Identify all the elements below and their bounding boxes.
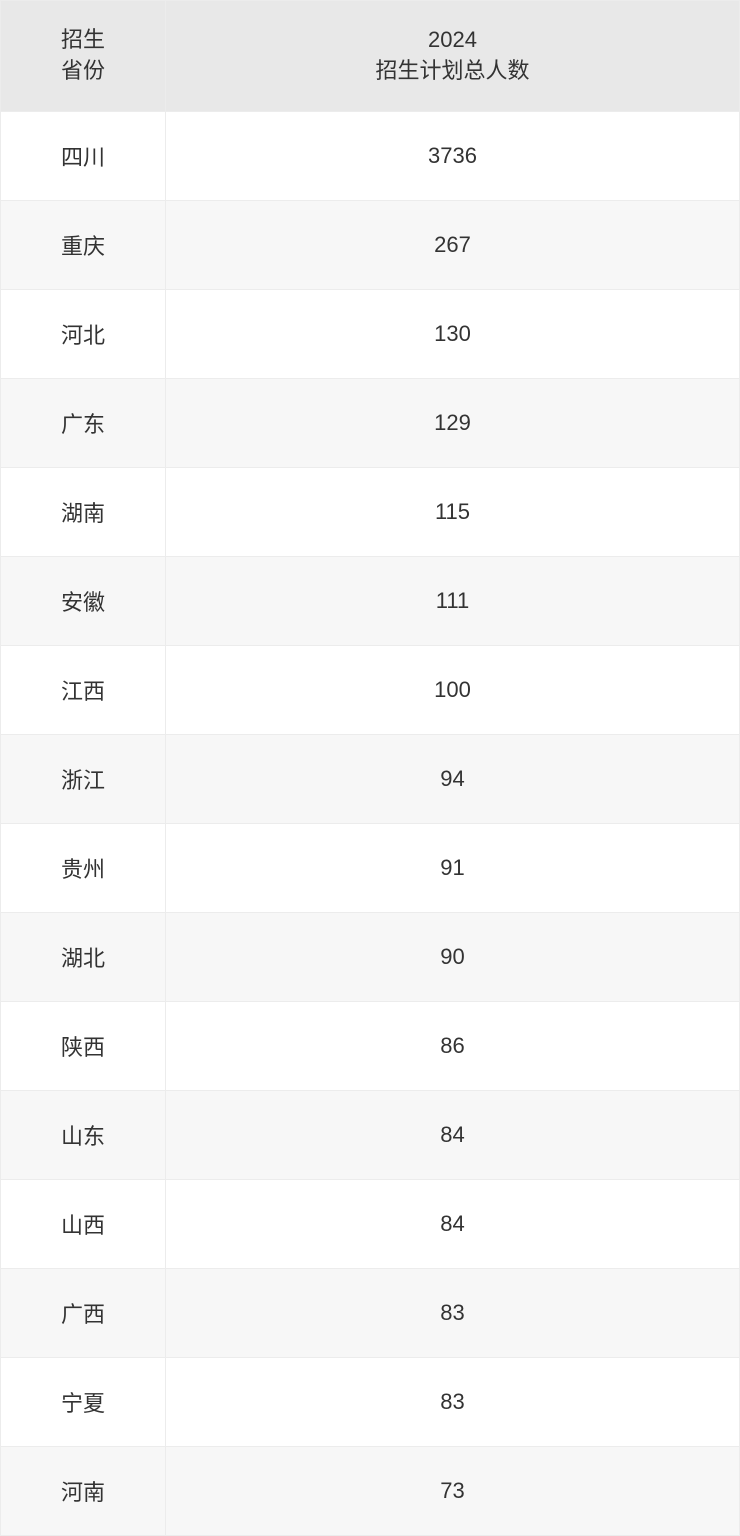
- cell-count: 90: [166, 912, 740, 1001]
- cell-count: 91: [166, 823, 740, 912]
- table-body: 四川 3736 重庆 267 河北 130 广东 129 湖南 115 安徽 1…: [1, 111, 740, 1535]
- cell-province: 河南: [1, 1446, 166, 1535]
- cell-province: 宁夏: [1, 1357, 166, 1446]
- table-row: 河南 73: [1, 1446, 740, 1535]
- cell-count: 267: [166, 200, 740, 289]
- cell-count: 3736: [166, 111, 740, 200]
- header-count-line1: 2024: [176, 25, 729, 56]
- table-row: 陕西 86: [1, 1001, 740, 1090]
- cell-count: 84: [166, 1179, 740, 1268]
- cell-province: 河北: [1, 289, 166, 378]
- table-row: 河北 130: [1, 289, 740, 378]
- cell-province: 浙江: [1, 734, 166, 823]
- cell-count: 130: [166, 289, 740, 378]
- header-count: 2024 招生计划总人数: [166, 1, 740, 112]
- cell-count: 115: [166, 467, 740, 556]
- cell-province: 广东: [1, 378, 166, 467]
- table-row: 宁夏 83: [1, 1357, 740, 1446]
- table-row: 安徽 111: [1, 556, 740, 645]
- header-count-line2: 招生计划总人数: [176, 56, 729, 87]
- cell-count: 129: [166, 378, 740, 467]
- cell-province: 四川: [1, 111, 166, 200]
- cell-count: 94: [166, 734, 740, 823]
- cell-province: 山西: [1, 1179, 166, 1268]
- table-row: 湖北 90: [1, 912, 740, 1001]
- table-row: 浙江 94: [1, 734, 740, 823]
- cell-province: 重庆: [1, 200, 166, 289]
- cell-province: 湖南: [1, 467, 166, 556]
- cell-count: 111: [166, 556, 740, 645]
- cell-count: 73: [166, 1446, 740, 1535]
- table-row: 重庆 267: [1, 200, 740, 289]
- table-row: 山西 84: [1, 1179, 740, 1268]
- cell-province: 江西: [1, 645, 166, 734]
- header-province-line1: 招生: [11, 25, 155, 56]
- table-row: 四川 3736: [1, 111, 740, 200]
- header-province-line2: 省份: [11, 56, 155, 87]
- cell-province: 广西: [1, 1268, 166, 1357]
- table-row: 山东 84: [1, 1090, 740, 1179]
- cell-count: 83: [166, 1268, 740, 1357]
- table-row: 贵州 91: [1, 823, 740, 912]
- header-province: 招生 省份: [1, 1, 166, 112]
- table-row: 湖南 115: [1, 467, 740, 556]
- cell-province: 安徽: [1, 556, 166, 645]
- cell-province: 陕西: [1, 1001, 166, 1090]
- cell-count: 86: [166, 1001, 740, 1090]
- cell-count: 84: [166, 1090, 740, 1179]
- cell-count: 83: [166, 1357, 740, 1446]
- cell-count: 100: [166, 645, 740, 734]
- table-row: 江西 100: [1, 645, 740, 734]
- cell-province: 贵州: [1, 823, 166, 912]
- cell-province: 湖北: [1, 912, 166, 1001]
- table-header-row: 招生 省份 2024 招生计划总人数: [1, 1, 740, 112]
- enrollment-table: 招生 省份 2024 招生计划总人数 四川 3736 重庆 267 河北 130…: [0, 0, 740, 1536]
- cell-province: 山东: [1, 1090, 166, 1179]
- table-row: 广东 129: [1, 378, 740, 467]
- table-row: 广西 83: [1, 1268, 740, 1357]
